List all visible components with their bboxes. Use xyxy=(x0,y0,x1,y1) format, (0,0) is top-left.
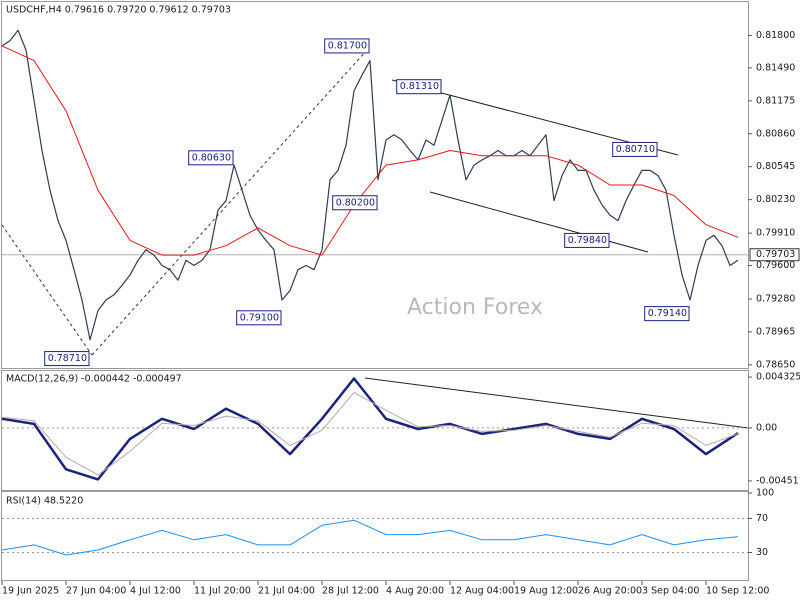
annotation-box xyxy=(396,79,442,95)
panel-title: RSI(14) 48.5220 xyxy=(6,496,83,507)
trend-line xyxy=(1,224,93,356)
annotation-box xyxy=(612,141,658,157)
y-tick-label: 0.81175 xyxy=(756,95,795,106)
annotation-label: 0.79140 xyxy=(648,308,687,319)
x-tick-label: 28 Jul 12:00 xyxy=(322,586,379,597)
y-tick-label: 0.80545 xyxy=(756,161,795,172)
annotation-box xyxy=(564,232,610,248)
annotation-box xyxy=(44,351,90,367)
y-tick-label: 0.78965 xyxy=(756,326,795,337)
annotation-box xyxy=(188,150,234,166)
current-price-box xyxy=(749,248,800,262)
series-line xyxy=(1,392,739,476)
x-tick-label: 4 Jul 12:00 xyxy=(130,586,181,597)
panel-title: USDCHF,H4 0.79616 0.79720 0.79612 0.7970… xyxy=(6,5,231,16)
x-tick-label: 26 Aug 20:00 xyxy=(578,586,642,597)
y-tick-label: 30 xyxy=(756,547,768,558)
y-tick-label: 0.00 xyxy=(756,422,777,433)
y-tick-label: 0.79600 xyxy=(756,260,795,271)
y-tick-label: 0.80230 xyxy=(756,194,795,205)
annotation-label: 0.78710 xyxy=(48,353,87,364)
annotation-box xyxy=(332,195,378,211)
trend-line xyxy=(364,377,749,429)
y-tick-label: 0.004325 xyxy=(756,372,800,383)
annotation-box xyxy=(324,38,370,54)
annotation-label: 0.79840 xyxy=(568,235,607,246)
annotation-label: 0.81310 xyxy=(400,81,439,92)
x-tick-label: 10 Sep 12:00 xyxy=(706,586,769,597)
channel-line xyxy=(429,191,649,253)
x-tick-label: 27 Jun 04:00 xyxy=(66,586,126,597)
series-line xyxy=(1,377,739,481)
price-panel xyxy=(1,1,749,369)
annotation-box xyxy=(236,310,282,326)
annotation-label: 0.80630 xyxy=(192,152,231,163)
annotation-box xyxy=(644,306,690,322)
x-tick-label: 19 Aug 12:00 xyxy=(514,586,578,597)
watermark: Action Forex xyxy=(407,295,543,320)
y-tick-label: 0.80860 xyxy=(756,128,795,139)
rsi-panel xyxy=(1,491,749,581)
annotation-label: 0.79100 xyxy=(240,312,279,323)
y-tick-label: 0.78650 xyxy=(756,359,795,370)
x-tick-label: 21 Jul 04:00 xyxy=(258,586,315,597)
y-tick-label: 100 xyxy=(756,488,774,499)
macd-panel xyxy=(1,370,749,491)
panel-title: MACD(12,26,9) -0.000442 -0.000497 xyxy=(6,374,182,385)
x-tick-label: 4 Aug 20:00 xyxy=(386,586,444,597)
annotation-label: 0.80710 xyxy=(616,144,655,155)
x-tick-label: 11 Jul 20:00 xyxy=(194,586,251,597)
y-tick-label: 0.79910 xyxy=(756,228,795,239)
y-tick-label: 0.79280 xyxy=(756,293,795,304)
trend-line xyxy=(91,49,368,356)
y-tick-label: 70 xyxy=(756,513,768,524)
x-tick-label: 19 Jun 2025 xyxy=(2,586,59,597)
x-tick-label: 3 Sep 04:00 xyxy=(642,586,699,597)
y-tick-label: 0.81800 xyxy=(756,30,795,41)
annotation-label: 0.81700 xyxy=(328,40,367,51)
series-line xyxy=(1,519,739,556)
current-price-label: 0.79703 xyxy=(756,249,795,260)
series-line xyxy=(1,29,739,341)
x-tick-label: 12 Aug 04:00 xyxy=(450,586,514,597)
annotation-label: 0.80200 xyxy=(336,197,375,208)
y-tick-label: 0.81490 xyxy=(756,62,795,73)
y-tick-label: -0.004511 xyxy=(756,475,800,486)
series-line xyxy=(1,45,739,256)
